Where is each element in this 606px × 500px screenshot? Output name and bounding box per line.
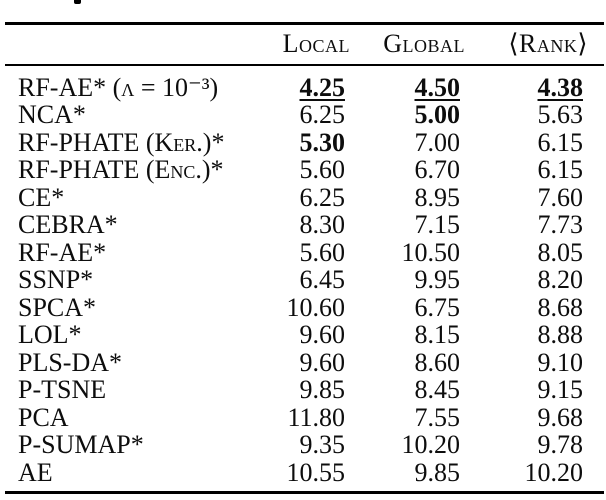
global-value: 4.50 <box>414 72 461 102</box>
table-bottom-rule <box>5 491 604 494</box>
column-header-global: Global <box>383 29 465 58</box>
rank-value: 5.63 <box>537 100 584 130</box>
rank-value: 6.15 <box>537 127 584 157</box>
local-value: 5.30 <box>299 127 346 157</box>
rank-value: 9.78 <box>537 430 584 460</box>
table-row: PLS-DA* 9.60 8.60 9.10 <box>5 349 604 377</box>
global-value: 7.15 <box>414 210 461 240</box>
method-label: RF-AE* <box>18 237 107 267</box>
table-row: NCA* 6.25 5.00 5.63 <box>5 102 604 130</box>
global-value: 7.55 <box>414 402 461 432</box>
local-value: 11.80 <box>287 402 345 432</box>
table-row: RF-PHATE (Enc.)* 5.60 6.70 6.15 <box>5 157 604 185</box>
method-label: SPCA* <box>18 292 97 322</box>
local-value: 10.60 <box>286 292 346 322</box>
method-label: RF-PHATE (Ker.)* <box>18 127 225 157</box>
cropped-caption-fragment <box>74 0 81 4</box>
method-label: RF-AE* (λ = 10⁻³) <box>18 72 219 102</box>
table-row: SPCA* 10.60 6.75 8.68 <box>5 294 604 322</box>
rank-value: 6.15 <box>537 155 584 185</box>
method-label: P-TSNE <box>18 375 107 405</box>
local-value: 6.45 <box>299 265 346 295</box>
results-table: Local Global ⟨Rank⟩ RF-AE* (λ = 10⁻³) 4.… <box>5 0 604 500</box>
rank-value: 9.68 <box>537 402 584 432</box>
rank-value: 8.88 <box>537 320 584 350</box>
global-value: 7.00 <box>414 127 461 157</box>
local-value: 6.25 <box>299 100 346 130</box>
rank-value: 8.20 <box>537 265 584 295</box>
table-row: SSNP* 6.45 9.95 8.20 <box>5 267 604 295</box>
global-value: 8.15 <box>414 320 461 350</box>
rank-value: 9.10 <box>537 347 584 377</box>
local-value: 4.25 <box>299 72 346 102</box>
local-value: 5.60 <box>299 155 346 185</box>
global-value: 9.95 <box>414 265 461 295</box>
table-row: RF-PHATE (Ker.)* 5.30 7.00 6.15 <box>5 129 604 157</box>
rank-value: 8.68 <box>537 292 584 322</box>
rank-value: 7.73 <box>537 210 584 240</box>
local-value: 9.60 <box>299 320 346 350</box>
local-value: 9.60 <box>299 347 346 377</box>
table-row: AE 10.55 9.85 10.20 <box>5 459 604 487</box>
rank-value: 8.05 <box>537 237 584 267</box>
method-label: RF-PHATE (Enc.)* <box>18 155 224 185</box>
local-value: 8.30 <box>299 210 346 240</box>
global-value: 9.85 <box>414 457 461 487</box>
local-value: 5.60 <box>299 237 346 267</box>
table-row: P-SUMAP* 9.35 10.20 9.78 <box>5 432 604 460</box>
global-value: 6.70 <box>414 155 461 185</box>
table-body: RF-AE* (λ = 10⁻³) 4.25 4.50 4.38 NCA* 6.… <box>5 74 604 487</box>
method-label: CE* <box>18 182 65 212</box>
table-row: CEBRA* 8.30 7.15 7.73 <box>5 212 604 240</box>
table-mid-rule <box>5 64 604 66</box>
global-value: 6.75 <box>414 292 461 322</box>
rank-value: 7.60 <box>537 182 584 212</box>
global-value: 8.60 <box>414 347 461 377</box>
local-value: 9.85 <box>299 375 346 405</box>
rank-value: 9.15 <box>537 375 584 405</box>
table-row: RF-AE* (λ = 10⁻³) 4.25 4.50 4.38 <box>5 74 604 102</box>
table-row: PCA 11.80 7.55 9.68 <box>5 404 604 432</box>
method-label: CEBRA* <box>18 210 118 240</box>
table-row: RF-AE* 5.60 10.50 8.05 <box>5 239 604 267</box>
table-row: CE* 6.25 8.95 7.60 <box>5 184 604 212</box>
method-label: PCA <box>18 402 69 432</box>
global-value: 5.00 <box>414 100 461 130</box>
global-value: 8.95 <box>414 182 461 212</box>
table-row: LOL* 9.60 8.15 8.88 <box>5 322 604 350</box>
table-header-row: Local Global ⟨Rank⟩ <box>5 26 604 62</box>
rank-value: 10.20 <box>524 457 584 487</box>
method-label: PLS-DA* <box>18 347 123 377</box>
global-value: 8.45 <box>414 375 461 405</box>
table-row: P-TSNE 9.85 8.45 9.15 <box>5 377 604 405</box>
global-value: 10.50 <box>401 237 461 267</box>
method-label: AE <box>18 457 53 487</box>
global-value: 10.20 <box>401 430 461 460</box>
rank-value: 4.38 <box>537 72 584 102</box>
column-header-local: Local <box>282 29 350 58</box>
column-header-rank: ⟨Rank⟩ <box>508 29 588 58</box>
local-value: 6.25 <box>299 182 346 212</box>
method-label: LOL* <box>18 320 82 350</box>
method-label: SSNP* <box>18 265 94 295</box>
table-top-rule <box>5 22 604 25</box>
local-value: 10.55 <box>286 457 346 487</box>
method-label: NCA* <box>18 100 86 130</box>
method-label: P-SUMAP* <box>18 430 144 460</box>
local-value: 9.35 <box>299 430 346 460</box>
